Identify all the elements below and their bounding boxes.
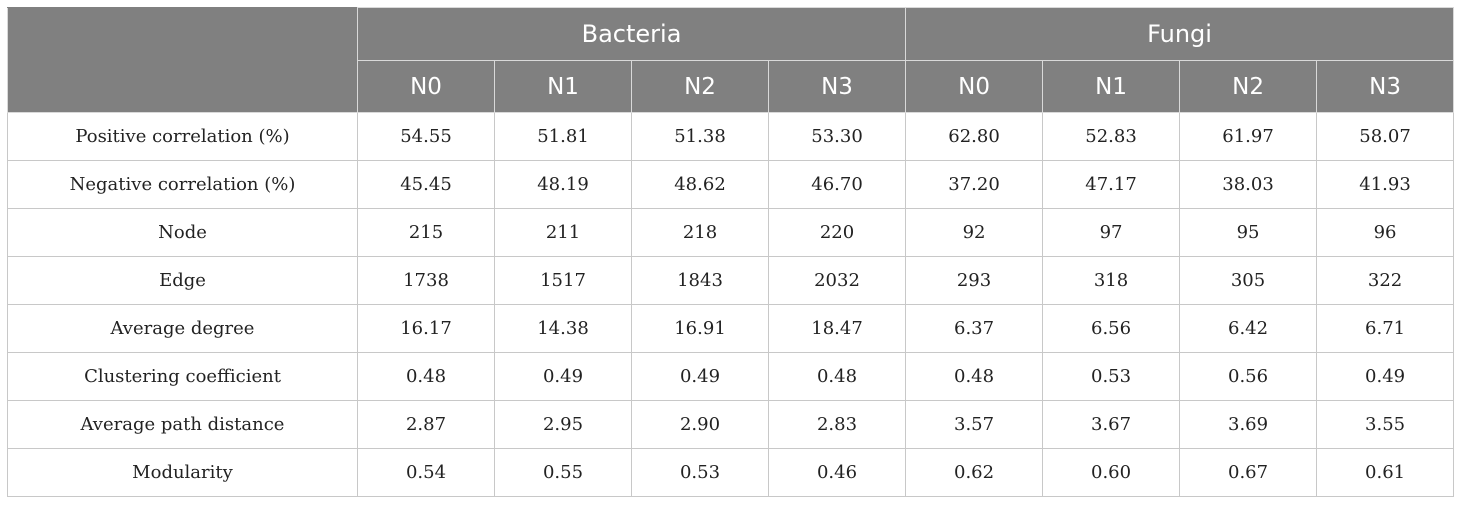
table-body: Positive correlation (%) 54.55 51.81 51.38 5… bbox=[7, 112, 1455, 497]
table-cell: 0.61 bbox=[1316, 448, 1455, 497]
table-cell: 0.48 bbox=[767, 352, 907, 401]
table-cell: 61.97 bbox=[1179, 112, 1318, 161]
table-row: Negative correlation (%) 45.45 48.19 48.62 4… bbox=[7, 160, 1455, 209]
table-cell: 0.49 bbox=[631, 352, 769, 401]
table-cell: 51.81 bbox=[494, 112, 632, 161]
table-cell: 18.47 bbox=[767, 304, 907, 353]
table-cell: 1517 bbox=[494, 256, 632, 305]
table-cell: 2.95 bbox=[494, 400, 632, 449]
table-row: Modularity 0.54 0.55 0.53 0.46 0.62 0.60 0.67 0.… bbox=[7, 448, 1455, 497]
table-cell: 6.56 bbox=[1042, 304, 1181, 353]
table-cell: 6.71 bbox=[1316, 304, 1455, 353]
network-properties-table: Bacteria Fungi N0 N1 N2 N3 N0 N1 N2 N3 P… bbox=[7, 7, 1455, 497]
table-cell: 96 bbox=[1316, 208, 1455, 257]
table-cell: 0.67 bbox=[1179, 448, 1318, 497]
header-fungi-n3: N3 bbox=[1316, 60, 1455, 113]
table-cell: 1843 bbox=[631, 256, 769, 305]
table-cell: 97 bbox=[1042, 208, 1181, 257]
table-cell: 52.83 bbox=[1042, 112, 1181, 161]
table-cell: 95 bbox=[1179, 208, 1318, 257]
table-row: Node 215 211 218 220 92 97 95 96 bbox=[7, 208, 1455, 257]
row-label: Average path distance bbox=[7, 400, 358, 449]
table-row: Average degree 16.17 14.38 16.91 18.47 6.37 6.… bbox=[7, 304, 1455, 353]
table-cell: 2.90 bbox=[631, 400, 769, 449]
table-cell: 218 bbox=[631, 208, 769, 257]
table-cell: 0.56 bbox=[1179, 352, 1318, 401]
header-group-row: Bacteria Fungi bbox=[7, 7, 1455, 113]
header-group-bacteria: Bacteria bbox=[356, 7, 907, 61]
table-cell: 45.45 bbox=[357, 160, 495, 209]
header-subcolumn-row: N0 N1 N2 N3 N0 N1 N2 N3 bbox=[8, 60, 1455, 113]
table-header: Bacteria Fungi N0 N1 N2 N3 N0 N1 N2 N3 bbox=[7, 7, 1455, 113]
row-label: Clustering coefficient bbox=[7, 352, 358, 401]
table-cell: 16.91 bbox=[631, 304, 769, 353]
header-bacteria-n3: N3 bbox=[767, 60, 907, 113]
table-cell: 0.54 bbox=[357, 448, 495, 497]
table-cell: 92 bbox=[905, 208, 1044, 257]
table-cell: 0.53 bbox=[631, 448, 769, 497]
header-group-fungi: Fungi bbox=[905, 7, 1455, 61]
table-cell: 53.30 bbox=[767, 112, 907, 161]
table-cell: 58.07 bbox=[1316, 112, 1455, 161]
table-cell: 0.55 bbox=[494, 448, 632, 497]
table-row: Average path distance 2.87 2.95 2.90 2.83 3.5… bbox=[7, 400, 1455, 449]
table-cell: 48.19 bbox=[494, 160, 632, 209]
table-cell: 51.38 bbox=[631, 112, 769, 161]
table-cell: 14.38 bbox=[494, 304, 632, 353]
table-cell: 0.46 bbox=[767, 448, 907, 497]
header-corner-cell bbox=[7, 7, 358, 113]
table-cell: 211 bbox=[494, 208, 632, 257]
table-cell: 48.62 bbox=[631, 160, 769, 209]
table-cell: 0.60 bbox=[1042, 448, 1181, 497]
header-fungi-n1: N1 bbox=[1042, 60, 1181, 113]
table-cell: 2.87 bbox=[357, 400, 495, 449]
table-cell: 3.57 bbox=[905, 400, 1044, 449]
table-cell: 0.49 bbox=[1316, 352, 1455, 401]
network-properties-table-container: Bacteria Fungi N0 N1 N2 N3 N0 N1 N2 N3 P… bbox=[7, 7, 1455, 497]
table-cell: 41.93 bbox=[1316, 160, 1455, 209]
row-label: Average degree bbox=[7, 304, 358, 353]
table-cell: 47.17 bbox=[1042, 160, 1181, 209]
header-fungi-n0: N0 bbox=[905, 60, 1044, 113]
table-cell: 46.70 bbox=[767, 160, 907, 209]
header-bacteria-n1: N1 bbox=[494, 60, 632, 113]
row-label: Node bbox=[7, 208, 358, 257]
row-label: Positive correlation (%) bbox=[7, 112, 358, 161]
row-label: Negative correlation (%) bbox=[7, 160, 358, 209]
table-cell: 37.20 bbox=[905, 160, 1044, 209]
table-cell: 220 bbox=[767, 208, 907, 257]
table-cell: 2.83 bbox=[767, 400, 907, 449]
table-cell: 0.48 bbox=[357, 352, 495, 401]
table-cell: 38.03 bbox=[1179, 160, 1318, 209]
table-cell: 62.80 bbox=[905, 112, 1044, 161]
table-cell: 0.53 bbox=[1042, 352, 1181, 401]
table-cell: 3.69 bbox=[1179, 400, 1318, 449]
table-cell: 54.55 bbox=[357, 112, 495, 161]
table-cell: 16.17 bbox=[357, 304, 495, 353]
header-fungi-n2: N2 bbox=[1179, 60, 1318, 113]
table-cell: 3.67 bbox=[1042, 400, 1181, 449]
table-row: Edge 1738 1517 1843 2032 293 318 305 322 bbox=[7, 256, 1455, 305]
table-cell: 215 bbox=[357, 208, 495, 257]
table-cell: 2032 bbox=[767, 256, 907, 305]
table-row: Positive correlation (%) 54.55 51.81 51.38 5… bbox=[7, 112, 1455, 161]
row-label: Modularity bbox=[7, 448, 358, 497]
table-cell: 1738 bbox=[357, 256, 495, 305]
table-cell: 6.42 bbox=[1179, 304, 1318, 353]
table-cell: 3.55 bbox=[1316, 400, 1455, 449]
header-bacteria-n2: N2 bbox=[631, 60, 769, 113]
table-cell: 0.62 bbox=[905, 448, 1044, 497]
header-bacteria-n0: N0 bbox=[357, 60, 495, 113]
table-cell: 0.48 bbox=[905, 352, 1044, 401]
table-cell: 6.37 bbox=[905, 304, 1044, 353]
table-cell: 305 bbox=[1179, 256, 1318, 305]
row-label: Edge bbox=[7, 256, 358, 305]
table-row: Clustering coefficient 0.48 0.49 0.49 0.48 0.… bbox=[7, 352, 1455, 401]
table-cell: 322 bbox=[1316, 256, 1455, 305]
table-cell: 318 bbox=[1042, 256, 1181, 305]
table-cell: 293 bbox=[905, 256, 1044, 305]
table-cell: 0.49 bbox=[494, 352, 632, 401]
